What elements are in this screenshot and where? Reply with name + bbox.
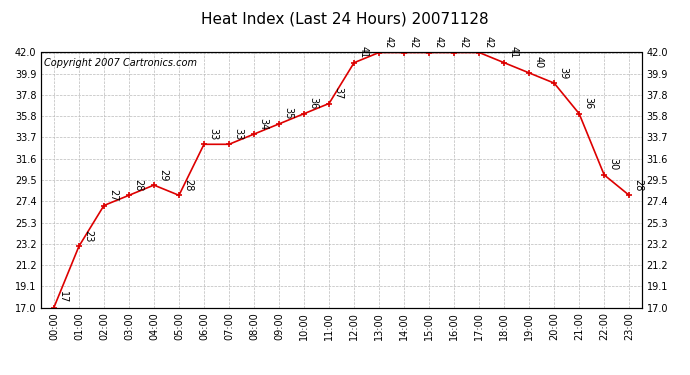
Text: 28: 28 — [133, 179, 143, 191]
Text: 33: 33 — [233, 128, 243, 140]
Text: 42: 42 — [408, 36, 418, 48]
Text: 42: 42 — [458, 36, 469, 48]
Text: 23: 23 — [83, 230, 93, 242]
Text: 27: 27 — [108, 189, 118, 201]
Text: 42: 42 — [433, 36, 443, 48]
Text: 28: 28 — [183, 179, 193, 191]
Text: 39: 39 — [558, 67, 569, 79]
Text: 41: 41 — [509, 46, 518, 58]
Text: 41: 41 — [358, 46, 368, 58]
Text: Heat Index (Last 24 Hours) 20071128: Heat Index (Last 24 Hours) 20071128 — [201, 11, 489, 26]
Text: 28: 28 — [633, 179, 643, 191]
Text: 36: 36 — [583, 97, 593, 109]
Text: 17: 17 — [58, 291, 68, 303]
Text: 42: 42 — [483, 36, 493, 48]
Text: 40: 40 — [533, 57, 543, 69]
Text: 36: 36 — [308, 97, 318, 109]
Text: 30: 30 — [609, 159, 618, 171]
Text: Copyright 2007 Cartronics.com: Copyright 2007 Cartronics.com — [44, 58, 197, 68]
Text: 29: 29 — [158, 168, 168, 181]
Text: 37: 37 — [333, 87, 343, 99]
Text: 35: 35 — [283, 107, 293, 120]
Text: 34: 34 — [258, 118, 268, 130]
Text: 33: 33 — [208, 128, 218, 140]
Text: 42: 42 — [383, 36, 393, 48]
